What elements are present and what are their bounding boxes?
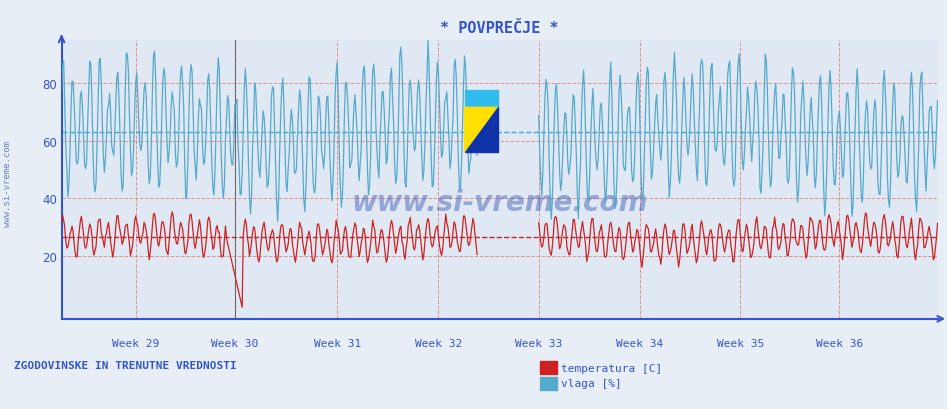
Text: Week 30: Week 30 bbox=[211, 339, 259, 348]
Text: www.si-vreme.com: www.si-vreme.com bbox=[351, 188, 648, 216]
Text: Week 32: Week 32 bbox=[415, 339, 462, 348]
Text: vlaga [%]: vlaga [%] bbox=[561, 378, 621, 388]
Polygon shape bbox=[465, 108, 498, 152]
Text: Week 34: Week 34 bbox=[616, 339, 663, 348]
Text: Week 33: Week 33 bbox=[515, 339, 563, 348]
Text: Week 36: Week 36 bbox=[815, 339, 863, 348]
Text: Week 35: Week 35 bbox=[717, 339, 764, 348]
Text: Week 29: Week 29 bbox=[113, 339, 160, 348]
Text: temperatura [C]: temperatura [C] bbox=[561, 363, 662, 373]
Bar bbox=[465, 91, 498, 108]
Polygon shape bbox=[465, 108, 498, 152]
Text: www.si-vreme.com: www.si-vreme.com bbox=[3, 141, 12, 227]
Text: ZGODOVINSKE IN TRENUTNE VREDNOSTI: ZGODOVINSKE IN TRENUTNE VREDNOSTI bbox=[14, 360, 237, 370]
Title: * POVPREČJE *: * POVPREČJE * bbox=[440, 20, 559, 36]
Text: Week 31: Week 31 bbox=[313, 339, 361, 348]
